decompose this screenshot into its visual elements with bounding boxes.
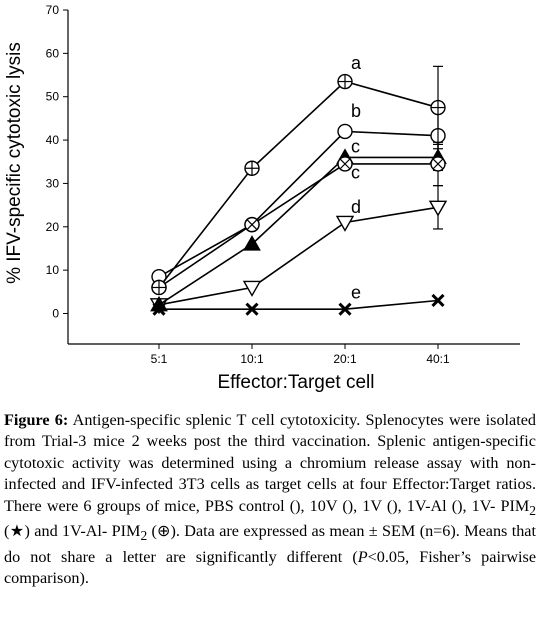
x-tick-label-3: 40:1 [426, 352, 450, 366]
y-tick-label-0: 0 [52, 307, 59, 321]
figure-label: Figure 6: [4, 411, 69, 429]
series-4-point-3 [430, 156, 446, 172]
caption-text-1: Antigen-specific splenic T cell cytotoxi… [4, 411, 536, 515]
caption-text-3: (⊕). Data are expressed as mean ± SEM (n… [4, 522, 536, 566]
caption-text-2: (★) and 1V-Al- PIM [4, 522, 141, 541]
x-axis-label: Effector:Target cell [217, 372, 374, 393]
series-0-point-2 [338, 302, 352, 316]
series-1 [149, 184, 448, 315]
caption-subscript-1: 2 [529, 502, 536, 518]
series-1-line [158, 206, 439, 306]
series-5 [151, 65, 446, 296]
series-2 [150, 143, 447, 312]
point-label-4: d [351, 197, 361, 217]
y-tick-label-5: 50 [46, 90, 60, 104]
series-0-point-1 [245, 302, 259, 316]
series-2-line [158, 156, 438, 306]
series-4-point-1-stroke-b [246, 219, 258, 230]
series-3-line [158, 130, 439, 278]
series-0-line [159, 299, 439, 310]
y-tick-label-2: 20 [46, 220, 60, 234]
series-5-point-2 [337, 73, 353, 90]
series-0-point-1-stroke-b [245, 302, 259, 316]
y-tick-label-1: 10 [46, 263, 60, 277]
series-4-point-3-stroke-b [432, 158, 444, 170]
point-label-5: e [351, 283, 361, 303]
caption-subscript-2: 2 [140, 528, 148, 544]
series-1-point-3 [428, 200, 448, 217]
series-5-point-3 [430, 99, 446, 116]
y-tick-label-4: 40 [46, 133, 60, 147]
series-4-point-2 [337, 156, 353, 172]
point-label-1: b [351, 101, 361, 121]
point-label-2: c [351, 136, 360, 156]
series-3-point-2 [337, 123, 353, 140]
series-5-point-0 [151, 279, 167, 296]
figure-caption: Figure 6: Antigen-specific splenic T cel… [4, 410, 536, 590]
x-tick-label-0: 5:1 [151, 352, 168, 366]
series-1-point-1 [242, 280, 262, 297]
y-axis-label: % IFV-specific cytotoxic lysis [4, 42, 25, 284]
series-4-line [158, 163, 438, 289]
series-4 [151, 141, 446, 296]
y-tick-label-6: 60 [46, 46, 60, 60]
series-5-line [158, 80, 439, 288]
point-label-0: a [351, 53, 362, 73]
caption-text-4: <0.05, Fisher’s pairwise comparison). [4, 547, 537, 588]
caption-p-italic: P [357, 547, 368, 566]
x-tick-label-2: 20:1 [333, 352, 357, 366]
y-tick-label-3: 30 [46, 176, 60, 190]
series-0-point-3-stroke-b [431, 293, 445, 308]
chart-axes: 0 10 20 30 40 50 60 70 5:1 10:1 20:1 40:1 [46, 3, 520, 366]
x-tick-label-1: 10:1 [240, 352, 264, 366]
series-2-point-1 [243, 235, 261, 251]
y-tick-label-7: 70 [46, 3, 60, 17]
series-4-point-2-stroke-b [339, 158, 351, 170]
series-0-point-3 [431, 293, 445, 308]
series-0-point-2-stroke-b [338, 302, 352, 316]
series-2-point-0 [150, 295, 168, 312]
series-4-point-1 [244, 216, 260, 233]
series-1-point-2 [335, 215, 355, 232]
series-5-point-1 [244, 160, 260, 176]
point-label-3: c [351, 162, 360, 182]
chart-series [149, 65, 448, 316]
